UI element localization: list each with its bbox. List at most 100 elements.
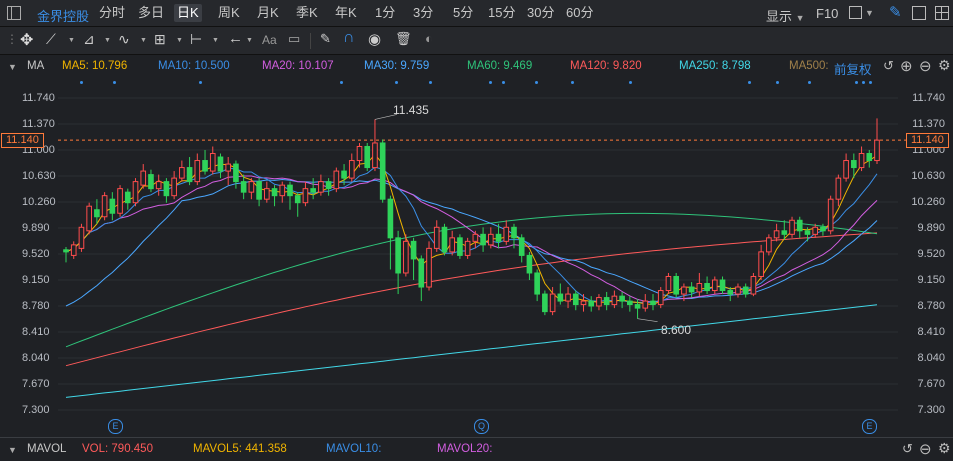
event-dot[interactable]	[502, 81, 505, 84]
event-dot[interactable]	[748, 81, 751, 84]
chevron-down-icon[interactable]: ▼	[246, 37, 253, 44]
tab-intraday[interactable]: 分时	[99, 5, 126, 20]
candle-body	[348, 160, 355, 179]
ma60-value: MA60: 9.469	[467, 60, 533, 72]
eraser-icon[interactable]: ✎	[320, 31, 331, 46]
high-price-label: 11.435	[393, 103, 429, 117]
candle-body	[565, 293, 571, 302]
mavol-title[interactable]: MAVOL	[27, 443, 67, 455]
candle-body	[619, 295, 625, 302]
candle-body	[287, 184, 293, 197]
window-mode-icon[interactable]	[849, 6, 862, 19]
arrow-tool-icon[interactable]: ←	[228, 30, 243, 47]
candle-body	[851, 160, 857, 169]
candle-body	[279, 184, 286, 197]
toggle-icon[interactable]: ◐	[425, 31, 433, 46]
wave-tool-icon[interactable]: ∿	[118, 31, 130, 47]
settings-icon[interactable]: ⚙	[938, 440, 951, 456]
announcement-icon[interactable]: Q	[474, 419, 489, 434]
range-tool-icon[interactable]: ⊢	[190, 31, 203, 47]
y-tick-left: 8.410	[22, 326, 50, 338]
tab-60min[interactable]: 60分	[566, 5, 594, 20]
event-dot[interactable]	[808, 81, 811, 84]
candle-body	[302, 188, 309, 204]
stock-name[interactable]: 金界控股	[37, 9, 90, 24]
ma-title[interactable]: MA	[27, 60, 45, 72]
tab-30min[interactable]: 30分	[527, 5, 555, 20]
grid-icon[interactable]	[935, 6, 949, 20]
event-dot[interactable]	[80, 81, 83, 84]
crosshair-icon[interactable]: ✥	[20, 32, 34, 49]
candle-body	[186, 167, 193, 183]
eye-icon[interactable]: ◉	[368, 31, 382, 48]
tab-multi-day[interactable]: 多日	[138, 5, 165, 20]
chevron-down-icon[interactable]: ▼	[104, 37, 111, 44]
event-dot[interactable]	[395, 81, 398, 84]
magnet-icon[interactable]: ∩	[343, 29, 355, 46]
sidebar-toggle-icon[interactable]	[7, 6, 21, 20]
candle-body	[248, 181, 255, 193]
tab-3min[interactable]: 3分	[413, 5, 434, 20]
event-dot[interactable]	[199, 81, 202, 84]
chevron-down-icon[interactable]: ▼	[865, 8, 874, 18]
layout-icon[interactable]	[912, 6, 926, 20]
ex-dividend-icon[interactable]: E	[108, 419, 123, 434]
event-dot[interactable]	[429, 81, 432, 84]
remove-indicator-icon[interactable]: ⊖	[919, 441, 932, 458]
event-dot[interactable]	[862, 81, 865, 84]
event-dot[interactable]	[855, 81, 858, 84]
chevron-down-icon[interactable]: ▼	[176, 37, 183, 44]
tab-weekly-k[interactable]: 周K	[218, 5, 240, 20]
remove-indicator-icon[interactable]: ⊖	[919, 58, 932, 75]
event-dot[interactable]	[629, 81, 632, 84]
candle-body	[781, 230, 788, 235]
tab-yearly-k[interactable]: 年K	[335, 5, 357, 20]
event-dot[interactable]	[340, 81, 343, 84]
collapse-icon[interactable]: ▼	[8, 62, 17, 72]
event-dot[interactable]	[776, 81, 779, 84]
gann-tool-icon[interactable]: ⊞	[154, 31, 166, 47]
text-tool-icon[interactable]: Aa	[262, 33, 277, 47]
chevron-down-icon[interactable]: ▼	[212, 37, 219, 44]
ex-dividend-icon[interactable]: E	[862, 419, 877, 434]
ma20-line	[65, 175, 878, 303]
tab-daily-k[interactable]: 日K	[174, 4, 202, 22]
drag-handle-icon[interactable]: ⋮	[6, 32, 18, 46]
y-tick-right: 8.780	[917, 300, 945, 312]
line-tool-icon[interactable]: ⟋	[46, 31, 56, 47]
event-dot[interactable]	[869, 81, 872, 84]
undo-icon[interactable]: ↺	[902, 441, 913, 456]
adjust-mode-button[interactable]: 前复权	[834, 63, 872, 77]
f10-button[interactable]: F10	[816, 6, 839, 21]
event-dot[interactable]	[489, 81, 492, 84]
collapse-icon[interactable]: ▼	[8, 445, 17, 455]
tab-monthly-k[interactable]: 月K	[257, 5, 279, 20]
tab-quarterly-k[interactable]: 季K	[296, 5, 318, 20]
candle-body	[457, 237, 463, 256]
chevron-down-icon[interactable]: ▼	[68, 37, 75, 44]
add-indicator-icon[interactable]: ⊕	[900, 58, 913, 75]
comment-tool-icon[interactable]: ▭	[288, 31, 301, 46]
y-tick-right: 7.300	[917, 404, 945, 416]
candle-body	[364, 145, 371, 169]
pen-icon[interactable]: ✎	[889, 4, 902, 21]
y-tick-left: 11.740	[22, 92, 55, 104]
candle-body	[665, 275, 672, 292]
tab-5min[interactable]: 5分	[453, 5, 474, 20]
trash-icon[interactable]: 🗑	[395, 31, 412, 46]
tab-15min[interactable]: 15分	[488, 5, 516, 20]
settings-icon[interactable]: ⚙	[938, 57, 951, 73]
volume-panel-header	[0, 437, 953, 461]
display-menu[interactable]: 显示 ▼	[766, 6, 805, 25]
tab-1min[interactable]: 1分	[375, 5, 396, 20]
channel-tool-icon[interactable]: ⊿	[83, 31, 95, 47]
candle-body	[325, 181, 332, 190]
event-dot[interactable]	[535, 81, 538, 84]
chevron-down-icon[interactable]: ▼	[140, 37, 147, 44]
y-tick-left: 11.370	[22, 118, 55, 130]
undo-icon[interactable]: ↺	[883, 58, 894, 73]
ma500-value: MA500:	[789, 60, 829, 72]
event-dot[interactable]	[571, 81, 574, 84]
display-label: 显示	[766, 9, 793, 24]
event-dot[interactable]	[113, 81, 116, 84]
